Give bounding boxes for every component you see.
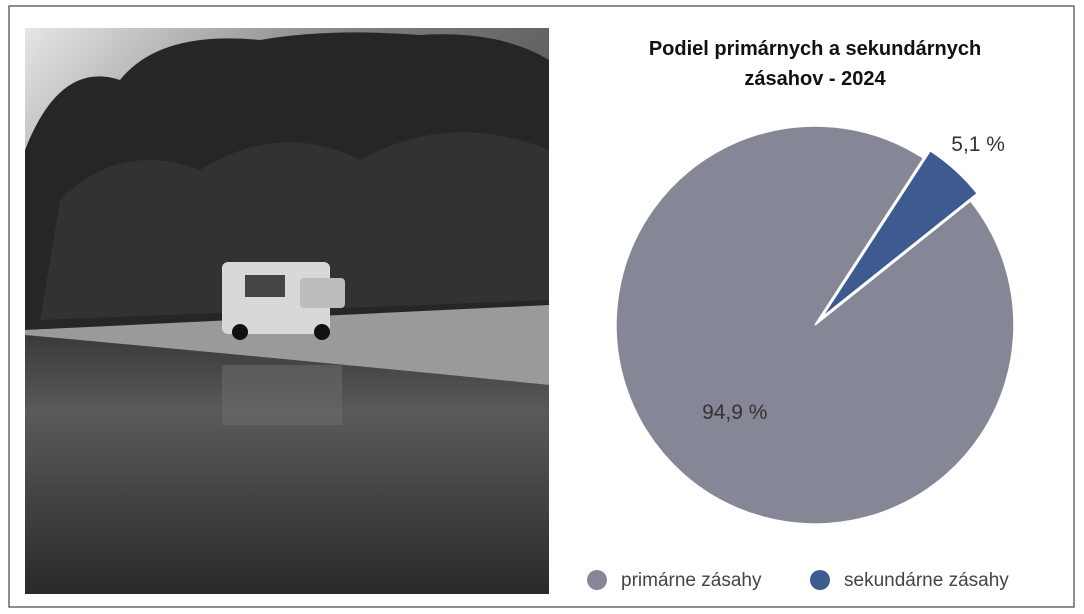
data-label: 94,9 %	[702, 401, 767, 424]
frame	[8, 5, 1075, 608]
legend-marker	[587, 570, 607, 590]
legend-label: sekundárne zásahy	[844, 570, 1009, 591]
legend-marker	[810, 570, 830, 590]
chart-title: Podiel primárnych a sekundárnych zásahov…	[648, 38, 982, 90]
data-label: 5,1 %	[951, 133, 1005, 156]
legend-label: primárne zásahy	[621, 570, 762, 591]
photo	[25, 28, 549, 594]
pie-slice	[821, 149, 979, 319]
pie-slice	[615, 125, 1015, 525]
